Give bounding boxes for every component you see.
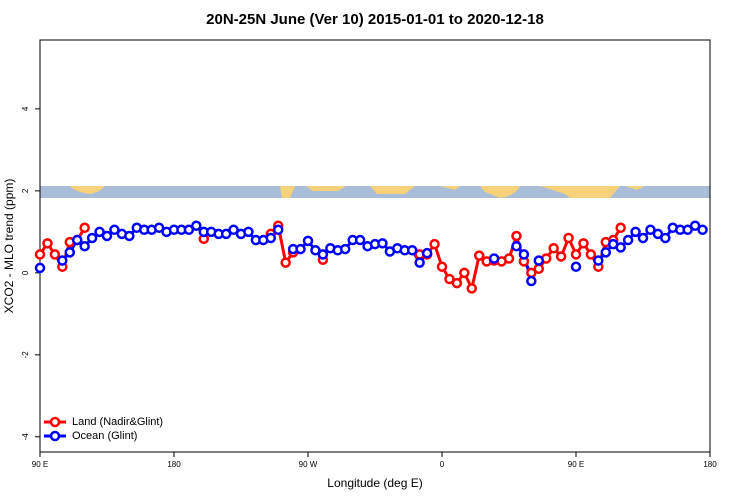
data-point <box>310 245 321 256</box>
y-axis-label: XCO2 - MLO trend (ppm) <box>2 179 16 314</box>
data-point <box>466 283 478 294</box>
data-point <box>109 224 120 236</box>
data-point <box>421 247 433 259</box>
data-point <box>124 230 135 242</box>
chart-title: 20N-25N June (Ver 10) 2015-01-01 to 2020… <box>206 11 544 28</box>
data-point <box>272 224 284 236</box>
data-point <box>570 261 582 272</box>
data-point <box>645 224 656 236</box>
data-point <box>444 273 455 285</box>
data-point <box>295 243 306 255</box>
data-point <box>42 238 53 249</box>
data-point <box>34 262 46 274</box>
y-tick-label: -4 <box>21 433 30 441</box>
data-point <box>533 263 545 275</box>
data-point <box>71 234 83 246</box>
data-point <box>49 249 61 260</box>
data-point <box>689 220 701 231</box>
y-tick-label: 0 <box>21 270 30 275</box>
data-point <box>473 250 485 261</box>
data-point <box>191 220 202 231</box>
data-point <box>317 249 329 260</box>
data-point <box>34 249 46 260</box>
legend-marker <box>49 430 61 442</box>
data-point <box>511 230 522 242</box>
legend-marker <box>49 416 61 428</box>
data-point <box>220 228 232 240</box>
data-point <box>339 243 351 255</box>
data-point <box>630 226 641 238</box>
data-point <box>377 238 388 249</box>
data-point <box>153 222 165 234</box>
data-point <box>615 242 626 253</box>
data-point <box>451 277 463 289</box>
data-point <box>79 222 90 234</box>
map-ocean <box>40 186 710 198</box>
data-point <box>511 240 522 252</box>
data-point <box>563 232 574 244</box>
data-point <box>600 247 612 258</box>
data-point <box>64 247 76 258</box>
data-point <box>555 251 567 262</box>
data-point <box>183 224 195 236</box>
data-point <box>302 235 314 247</box>
data-point <box>406 245 418 256</box>
data-point <box>697 224 708 236</box>
data-point <box>615 222 626 234</box>
x-axis-label: Longitude (deg E) <box>327 476 422 490</box>
data-point <box>593 255 604 266</box>
data-point <box>503 253 515 264</box>
data-point <box>660 232 671 244</box>
data-point <box>101 230 113 242</box>
data-point <box>79 240 90 252</box>
data-point <box>57 255 68 266</box>
data-point <box>280 257 291 268</box>
map-strip <box>40 186 710 198</box>
x-tick-label: 0 <box>440 460 445 469</box>
data-point <box>228 224 239 236</box>
x-tick-label: 180 <box>167 460 181 469</box>
data-point <box>243 226 254 238</box>
data-point <box>354 234 366 246</box>
plot-frame <box>39 39 711 453</box>
data-point <box>578 238 589 249</box>
data-point <box>488 253 500 264</box>
data-point <box>533 255 545 266</box>
data-point <box>459 267 470 279</box>
legend-label: Ocean (Glint) <box>72 430 137 442</box>
x-tick-label: 90 W <box>299 460 318 469</box>
data-point <box>265 232 277 244</box>
data-point <box>86 232 98 244</box>
data-point <box>570 249 582 260</box>
data-point <box>682 224 693 236</box>
map-land <box>40 186 645 198</box>
data-point <box>622 234 634 246</box>
x-tick-label: 180 <box>703 460 717 469</box>
data-point <box>526 275 537 287</box>
data-point <box>518 249 530 260</box>
x-tick-label: 90 E <box>568 460 584 469</box>
data-point <box>429 238 440 250</box>
data-point <box>637 232 649 244</box>
data-point <box>652 228 664 240</box>
data-point <box>94 226 105 238</box>
y-tick-label: 4 <box>21 106 30 111</box>
y-tick-label: 2 <box>21 188 30 193</box>
data-point <box>436 261 448 272</box>
x-tick-label: 90 E <box>32 460 48 469</box>
data-point <box>548 243 559 254</box>
data-point <box>414 257 425 268</box>
legend-label: Land (Nadir&Glint) <box>72 416 163 428</box>
y-tick-label: -2 <box>21 351 30 359</box>
data-point <box>585 249 597 260</box>
